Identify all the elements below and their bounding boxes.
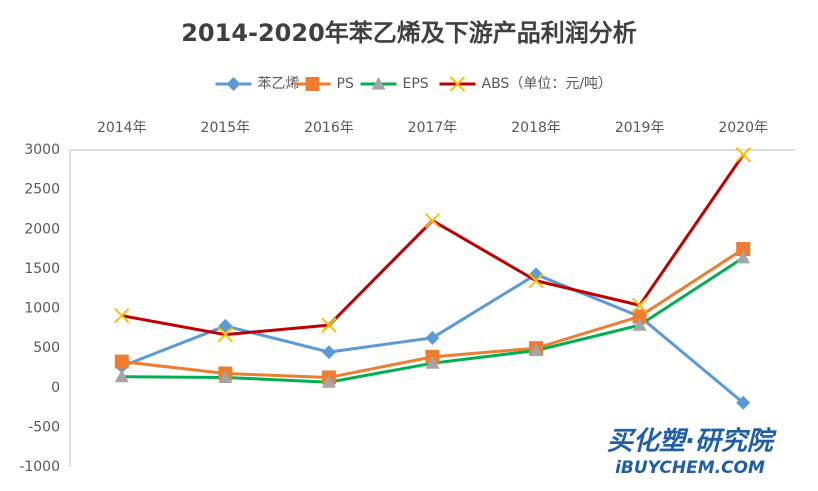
marker	[218, 370, 233, 384]
marker	[631, 297, 648, 314]
y-tick-label: 2000	[24, 221, 60, 237]
marker	[114, 354, 129, 369]
x-tick-label: 2016年	[304, 120, 354, 136]
marker	[736, 395, 751, 410]
marker	[632, 309, 647, 324]
y-tick-label: -500	[28, 419, 60, 435]
watermark: iBUYCHEM.COM	[615, 458, 765, 478]
chart-title: 2014-2020年苯乙烯及下游产品利润分析	[181, 19, 637, 47]
legend-label: PS	[337, 76, 354, 92]
marker	[425, 356, 440, 369]
marker	[449, 76, 466, 92]
marker	[321, 345, 336, 360]
marker	[321, 317, 337, 333]
marker	[529, 343, 544, 357]
y-tick-label: 2500	[24, 182, 60, 198]
marker	[114, 369, 129, 383]
legend-label: EPS	[403, 76, 429, 92]
marker	[736, 250, 751, 264]
y-tick-label: 500	[33, 340, 60, 356]
marker	[528, 273, 544, 289]
marker	[425, 330, 440, 345]
marker	[632, 318, 647, 331]
x-tick-label: 2020年	[718, 120, 768, 136]
y-tick-label: 3000	[24, 142, 60, 158]
marker	[321, 375, 336, 388]
marker	[736, 242, 751, 257]
x-tick-label: 2018年	[511, 120, 561, 136]
series-line	[121, 153, 745, 337]
marker	[226, 77, 241, 91]
legend-label: ABS（单位：元/吨）	[482, 76, 613, 92]
marker	[217, 326, 234, 343]
marker	[218, 318, 233, 333]
y-tick-label: 0	[51, 380, 60, 396]
marker	[424, 212, 441, 229]
x-tick-label: 2015年	[201, 120, 251, 136]
marker	[305, 77, 320, 91]
marker	[371, 77, 386, 90]
x-tick-label: 2017年	[408, 120, 458, 136]
marker	[735, 147, 751, 163]
x-tick-label: 2019年	[615, 120, 665, 136]
y-tick-label: -1000	[19, 459, 60, 475]
y-tick-label: 1500	[24, 261, 60, 277]
marker	[114, 307, 130, 324]
y-tick-label: 1000	[24, 301, 60, 317]
legend-label: 苯乙烯	[258, 75, 300, 92]
watermark: 买化塑·研究院	[607, 427, 777, 457]
x-tick-label: 2014年	[97, 120, 147, 136]
